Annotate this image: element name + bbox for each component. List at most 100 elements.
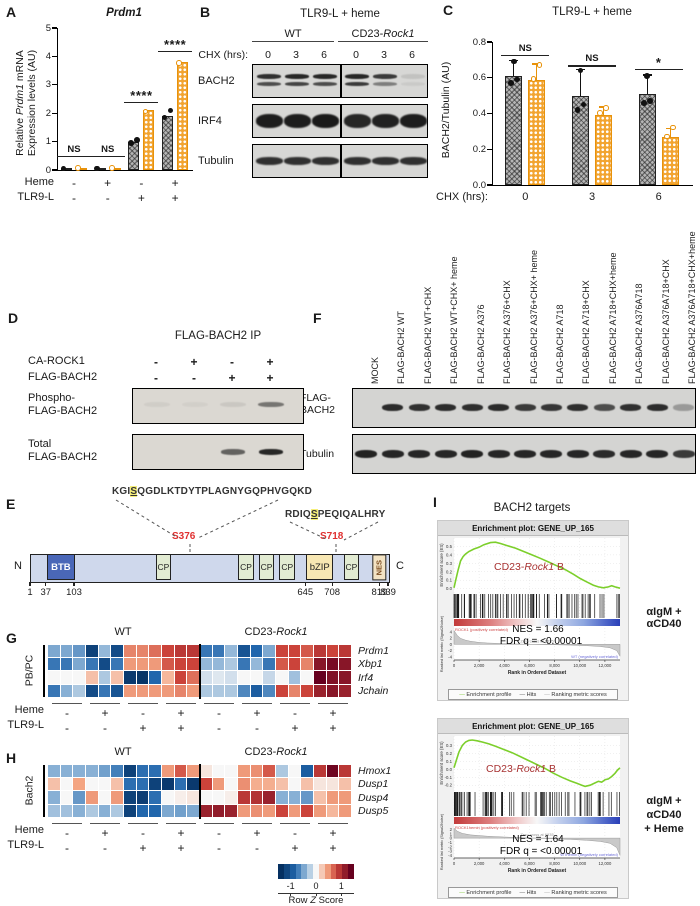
heatmap-cell: [73, 671, 85, 684]
heatmap-cell: [301, 765, 313, 778]
es-tick-label: 0.1: [446, 578, 453, 583]
factor-sign: -: [65, 825, 69, 840]
heatmap-cell: [174, 804, 187, 817]
protein-domain-btb: BTB: [46, 554, 76, 581]
gsea-legend: — Enrichment profile — Hits — Ranking metr…: [448, 887, 618, 898]
data-point: [670, 124, 676, 131]
significance-label: NS: [585, 53, 599, 65]
legend-segment: [307, 864, 314, 879]
chx-value: 0: [265, 49, 271, 61]
es-axis-label: Enrichment score (ES): [439, 741, 444, 785]
heatmap-g-rowgroup: PB/PC: [23, 654, 36, 687]
heatmap-cell: [48, 658, 60, 671]
heatmap-cell: [314, 778, 326, 791]
gene-label: Prdm1: [358, 645, 389, 657]
factor-sign: +: [291, 720, 299, 735]
blot-band: [311, 114, 339, 128]
legend-segment: [336, 864, 343, 879]
panel-label-b: B: [200, 4, 211, 20]
row-z-score-label: Row Z Score: [288, 895, 344, 906]
heatmap-h-group-cd23: CD23-Rock1: [244, 746, 308, 758]
y-tick-label: 3: [45, 79, 51, 91]
heatmap-cell: [111, 671, 123, 684]
gene-label: Irf4: [358, 672, 374, 684]
data-point: [75, 165, 81, 171]
y-tick: [52, 84, 57, 86]
heatmap-cell: [48, 791, 60, 804]
legend-axis: [278, 893, 354, 894]
legend-segment: [318, 864, 326, 879]
factor-group-line: [242, 702, 272, 705]
panel-b-row-tubulin: Tubulin: [198, 155, 234, 167]
heatmap-cell: [238, 645, 250, 658]
panel-label-f: F: [313, 310, 322, 326]
heatmap-cell: [48, 645, 60, 658]
heatmap-divider: [198, 764, 201, 819]
heatmap-cell: [187, 804, 199, 817]
heatmap-cell: [124, 765, 136, 778]
factor-sign: +: [177, 840, 185, 855]
x-tick-label: 10,000: [573, 663, 586, 668]
heatmap-cell: [200, 791, 212, 804]
heatmap-cell: [250, 671, 263, 684]
heatmap-cell: [200, 671, 212, 684]
heatmap-cell: [60, 671, 73, 684]
heatmap-cell: [111, 658, 123, 671]
es-tick-label: 0.0: [446, 586, 453, 591]
n-terminus: N: [14, 560, 22, 572]
chx-value: 3: [381, 49, 387, 61]
heatmap-cell: [73, 804, 85, 817]
metric-tick-label: -2: [448, 844, 452, 849]
blot-band: [435, 404, 457, 411]
lane-label: FLAG-BACH2 A718+CHX+heme: [607, 252, 618, 384]
western-blot: [252, 104, 428, 138]
panel-f-row1-label: FLAG- BACH2: [300, 392, 336, 416]
factor-group-line: [52, 822, 82, 825]
pos-corr-label: ROCK1 (positively correlated): [455, 627, 509, 632]
factor-sign: -: [141, 825, 145, 840]
y-tick: [487, 148, 492, 150]
blot-band: [285, 82, 309, 86]
metric-tick-label: 0: [450, 642, 453, 647]
heatmap-cell: [339, 645, 351, 658]
factor-sign: +: [266, 355, 274, 369]
bar: [528, 79, 546, 185]
factor-group-line: [90, 702, 120, 705]
panel-b-title: TLR9-L + heme: [300, 8, 380, 20]
panel-f-row2-label: Tubulin: [300, 448, 335, 460]
factor-group-line: [166, 822, 196, 825]
heatmap-cell: [238, 658, 250, 671]
factor-sign: +: [266, 371, 274, 385]
factor-group-line: [242, 822, 272, 825]
gsea-plot-2: Enrichment plot: GENE_UP_165 0.3 0.2 0.1 0.0…: [437, 718, 629, 899]
factor-sign: +: [228, 371, 236, 385]
heatmap-cell: [200, 684, 212, 697]
heatmap-cell: [98, 645, 111, 658]
factor-sign: -: [192, 371, 196, 385]
heatmap-cell: [162, 658, 174, 671]
heatmap-g-group-cd23: CD23-Rock1: [244, 626, 308, 638]
phospho-serine: S: [130, 486, 138, 497]
factor-sign: -: [255, 720, 259, 735]
factor-group-line: [90, 822, 120, 825]
blot-band: [672, 450, 695, 458]
fdr-value: FDR q = <0.00001: [500, 846, 583, 857]
blot-band: [343, 157, 371, 165]
gene-label: Jchain: [358, 685, 389, 697]
heatmap-cell: [136, 684, 149, 697]
factor-sign: -: [217, 840, 221, 855]
panel-b-group-wt: WT: [252, 28, 334, 42]
heatmap-cell: [98, 684, 111, 697]
western-blot: [352, 434, 696, 474]
factor-sign: +: [329, 840, 337, 855]
data-point: [597, 110, 603, 116]
heatmap-cell: [212, 658, 225, 671]
es-tick-label: 0.2: [446, 751, 453, 756]
factor-sign: +: [329, 720, 337, 735]
blot-divider: [340, 105, 342, 137]
heatmap-cell: [162, 684, 174, 697]
panel-b-group-cd23: CD23-Rock1: [338, 28, 428, 42]
error-bar: [669, 127, 671, 137]
heatmap-cell: [60, 684, 73, 697]
